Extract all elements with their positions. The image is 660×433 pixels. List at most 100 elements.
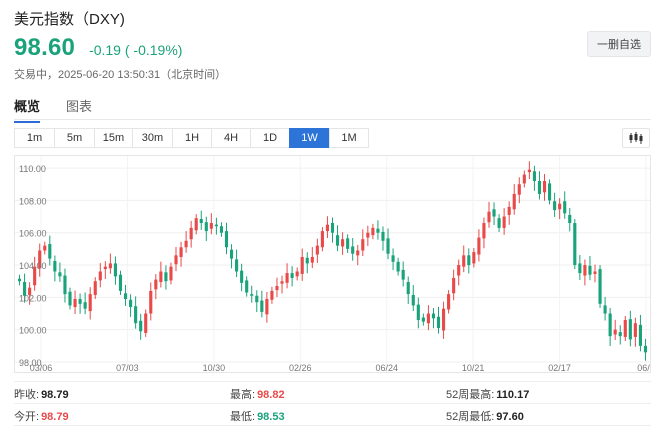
candle-body xyxy=(265,298,269,315)
candle-body xyxy=(558,203,562,210)
y-tick-label: 100.00 xyxy=(19,326,47,336)
candle-body xyxy=(300,256,304,274)
candle-body xyxy=(568,214,572,224)
candle-body xyxy=(149,290,153,314)
candlestick-icon xyxy=(629,132,643,144)
candle-body xyxy=(83,302,87,309)
candle-body xyxy=(154,279,158,290)
candle-body xyxy=(164,272,168,282)
candle-body xyxy=(134,306,138,324)
candle-body xyxy=(603,305,607,314)
candle-body xyxy=(527,169,531,173)
candle-body xyxy=(48,244,52,259)
candle-body xyxy=(472,252,476,264)
candle-body xyxy=(547,183,552,201)
candle-body xyxy=(38,250,42,269)
last-price: 98.60 xyxy=(14,34,76,61)
candle-body xyxy=(366,232,370,238)
candle-body xyxy=(507,206,511,215)
remove-watchlist-button[interactable]: 一删自选 xyxy=(587,31,651,57)
candle-body xyxy=(310,256,314,263)
candle-body xyxy=(421,317,425,322)
period-4h[interactable]: 4H xyxy=(211,128,250,148)
candle-body xyxy=(224,231,229,248)
candle-body xyxy=(159,271,163,283)
period-1h[interactable]: 1H xyxy=(172,128,211,148)
period-1d[interactable]: 1D xyxy=(250,128,289,148)
candle-body xyxy=(401,269,405,280)
candle-body xyxy=(58,272,62,277)
x-tick-label: 10/30 xyxy=(203,363,226,372)
candle-body xyxy=(487,211,491,223)
candle-body xyxy=(144,313,148,333)
x-tick-label: 06/24 xyxy=(375,363,398,372)
candle-body xyxy=(315,245,319,255)
candle-body xyxy=(280,281,284,284)
period-5m[interactable]: 5m xyxy=(54,128,94,148)
stat-open: 今开: 98.79 xyxy=(14,411,69,423)
candle-body xyxy=(406,282,410,295)
candle-body xyxy=(108,263,112,269)
candle-body xyxy=(628,319,632,340)
price-row: 98.60 -0.19 ( -0.19%) xyxy=(14,34,182,62)
period-15m[interactable]: 15m xyxy=(94,128,132,148)
period-1w[interactable]: 1W xyxy=(289,128,329,148)
candle-body xyxy=(320,231,324,248)
candle-body xyxy=(386,238,390,254)
candle-body xyxy=(194,218,198,231)
candle-body xyxy=(335,235,340,246)
x-tick-label: 02/17 xyxy=(548,363,571,372)
candle-body xyxy=(426,313,430,324)
candle-body xyxy=(255,295,259,303)
y-tick-label: 108.00 xyxy=(19,196,47,206)
candle-body xyxy=(643,345,648,353)
candle-body xyxy=(179,247,183,257)
period-30m[interactable]: 30m xyxy=(132,128,172,148)
stat-low: 最低: 98.53 xyxy=(230,411,285,423)
price-chart[interactable]: 110.00 108.00 106.00 104.00 102.00 100.00 98.0… xyxy=(14,155,655,373)
x-tick-label: 07/03 xyxy=(116,363,139,372)
candle-body xyxy=(411,294,415,306)
candle-body xyxy=(250,294,254,296)
tab-chart[interactable]: 图表 xyxy=(66,99,93,114)
candle-body xyxy=(73,298,77,308)
candlestick-chart[interactable]: 110.00 108.00 106.00 104.00 102.00 100.00 98.0… xyxy=(15,156,655,373)
y-tick-label: 102.00 xyxy=(19,293,47,303)
candle-body xyxy=(583,265,587,276)
candle-body xyxy=(346,238,350,249)
candle-body xyxy=(512,193,516,210)
candle-body xyxy=(184,240,188,248)
candle-body xyxy=(330,223,335,233)
candle-body xyxy=(214,224,218,227)
candle-body xyxy=(285,273,289,283)
candle-body xyxy=(522,174,526,184)
candle-body xyxy=(88,294,92,312)
candle-body xyxy=(68,291,72,306)
tab-divider xyxy=(14,119,651,120)
x-tick-label: 02/26 xyxy=(289,363,312,372)
tab-overview[interactable]: 概览 xyxy=(14,96,41,123)
candle-body xyxy=(351,246,355,254)
candle-body xyxy=(290,273,294,278)
chart-type-button[interactable] xyxy=(622,128,650,148)
candle-body xyxy=(477,237,481,255)
candle-body xyxy=(502,216,506,228)
candle-body xyxy=(618,332,622,337)
candle-body xyxy=(23,282,27,296)
stats-row-2: 今开: 98.79 最低: 98.53 52周最低: 97.60 xyxy=(14,408,654,428)
view-tabs: 概览 图表 xyxy=(14,96,118,123)
candle-body xyxy=(63,275,67,295)
candle-body xyxy=(209,223,213,229)
candle-body xyxy=(139,320,143,332)
candle-body xyxy=(113,263,118,277)
period-1m[interactable]: 1m xyxy=(14,128,54,148)
candle-body xyxy=(457,265,461,276)
period-1mo[interactable]: 1M xyxy=(329,128,369,148)
stats-mid-divider xyxy=(14,403,651,404)
stats-row-1: 昨收: 98.79 最高: 98.82 52周最高: 110.17 xyxy=(14,386,654,406)
candle-body xyxy=(416,304,420,320)
candle-body xyxy=(275,286,279,291)
candle-body xyxy=(270,290,274,300)
candle-body xyxy=(376,228,380,233)
page-title: 美元指数（DXY) xyxy=(14,11,125,28)
